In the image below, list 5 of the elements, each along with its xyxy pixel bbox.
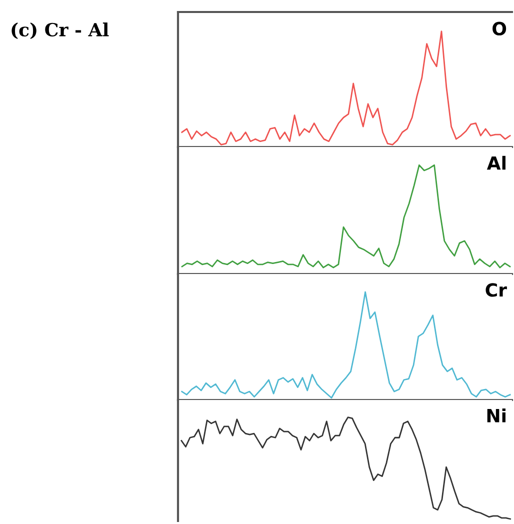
text: Cr xyxy=(486,283,507,297)
text: O xyxy=(492,22,506,36)
text: Al xyxy=(486,156,506,170)
chart-title: (c) Cr - Al xyxy=(12,22,109,40)
text: Ni xyxy=(487,408,506,422)
